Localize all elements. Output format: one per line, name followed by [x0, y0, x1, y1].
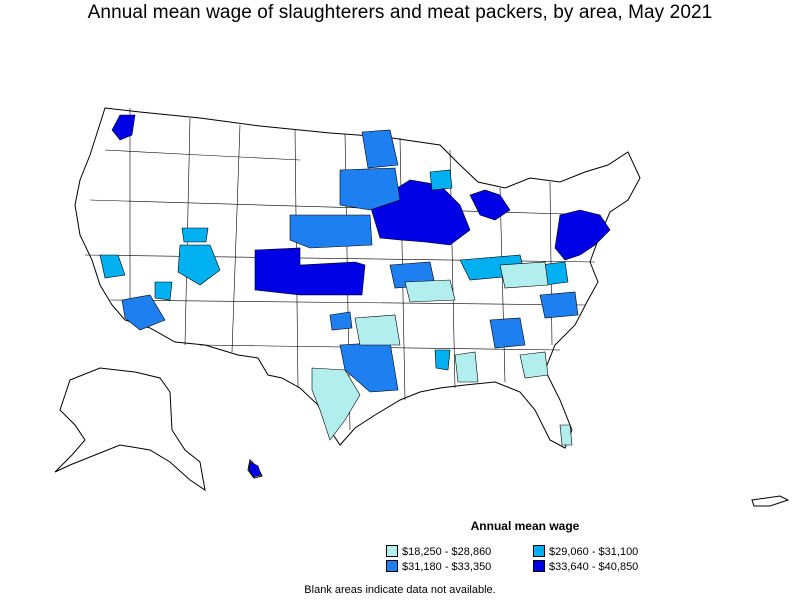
region-louisiana-low [519, 351, 549, 379]
region-dakotas-mid [339, 167, 401, 211]
region-arizona-mid [121, 294, 166, 331]
region-kentucky-low [404, 279, 456, 303]
footnote: Blank areas indicate data not available. [304, 584, 496, 596]
legend-item-1: $18,250 - $28,860 [386, 545, 491, 558]
region-minnesota-mid [361, 129, 399, 169]
legend-swatch-2 [533, 545, 545, 557]
region-northeast-high [554, 209, 611, 261]
region-arkansas-low [354, 314, 401, 346]
legend-title: Annual mean wage [470, 519, 580, 533]
legend-swatch-3 [386, 560, 398, 572]
legend-item-2: $29,060 - $31,100 [533, 545, 638, 558]
region-alabama-low [454, 351, 479, 383]
region-new-mexico-low-mid [154, 281, 173, 301]
region-michigan-high [469, 189, 511, 221]
alaska-outline [54, 367, 206, 492]
legend-label-4: $33,640 - $40,850 [549, 561, 639, 573]
region-georgia-low [499, 261, 549, 289]
legend-swatch-1 [386, 545, 398, 557]
region-nebraska-mid [289, 214, 373, 249]
region-wisconsin-low-mid [429, 169, 453, 191]
legend-label-3: $31,180 - $33,350 [402, 561, 492, 573]
legend-item-4: $33,640 - $40,850 [533, 560, 638, 573]
region-washington-high [111, 114, 136, 141]
legend-swatch-4 [533, 560, 545, 572]
region-colorado-low-mid [177, 244, 221, 286]
legend-label-2: $29,060 - $31,100 [549, 546, 639, 558]
puerto-rico-outline [751, 495, 790, 507]
legend-label-1: $18,250 - $28,860 [402, 546, 492, 558]
region-kansas-high [254, 247, 366, 296]
region-oklahoma-mid [329, 311, 353, 331]
region-hawaii-high [248, 461, 262, 478]
map-title: Annual mean wage of slaughterers and mea… [87, 2, 713, 23]
region-florida-low [559, 424, 573, 446]
region-mississippi-low-mid [434, 349, 451, 371]
region-utah-low-mid [181, 227, 209, 243]
region-southeast-mid [489, 317, 526, 349]
region-california-low-mid [99, 254, 126, 279]
legend-item-3: $31,180 - $33,350 [386, 560, 491, 573]
region-carolina-mid [539, 291, 579, 319]
region-texas-low [311, 367, 361, 441]
